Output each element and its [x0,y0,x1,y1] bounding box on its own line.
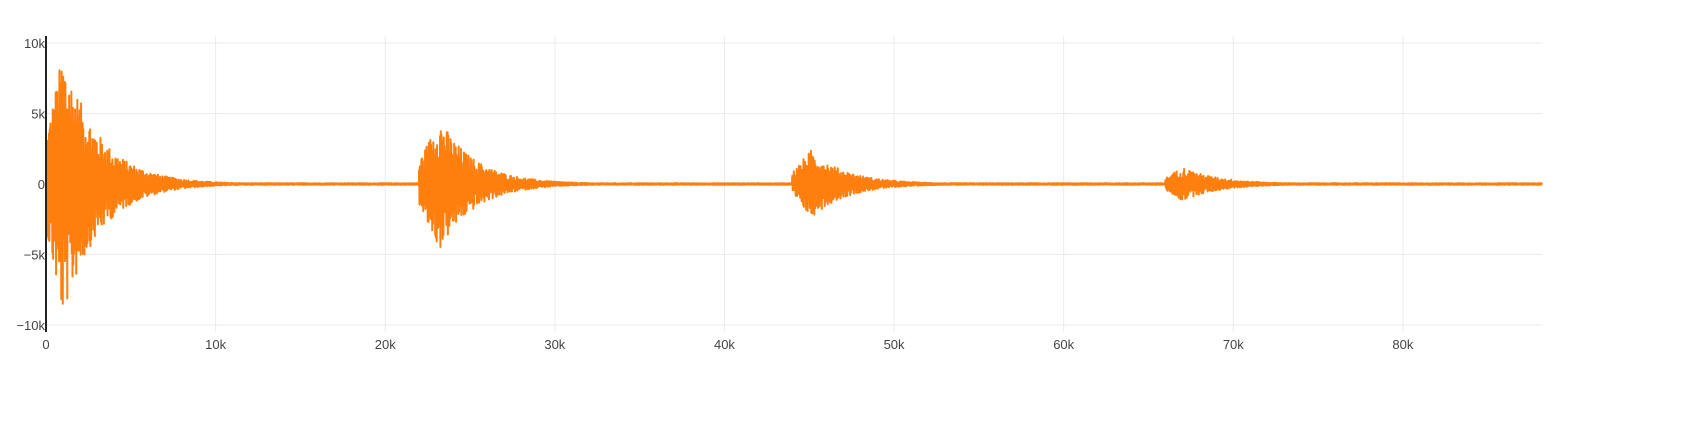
waveform-series [45,69,1543,305]
y-axis-ticks: 10k 5k 0 −5k −10k [16,36,45,333]
x-tick-label: 10k [205,337,226,352]
waveform-line [45,69,1543,305]
x-tick-label: 80k [1392,337,1413,352]
x-tick-label: 40k [714,337,735,352]
y-tick-label: 0 [38,177,45,192]
y-tick-label: 10k [24,36,45,51]
x-tick-label: 20k [375,337,396,352]
x-tick-label: 50k [884,337,905,352]
y-tick-label: 5k [31,107,45,122]
x-tick-label: 30k [544,337,565,352]
x-tick-label: 70k [1223,337,1244,352]
x-axis-ticks: 0 10k 20k 30k 40k 50k 60k 70k 80k [42,337,1414,352]
x-tick-label: 60k [1053,337,1074,352]
y-tick-label: −10k [16,318,45,333]
x-tick-label: 0 [42,337,49,352]
y-tick-label: −5k [24,248,46,263]
